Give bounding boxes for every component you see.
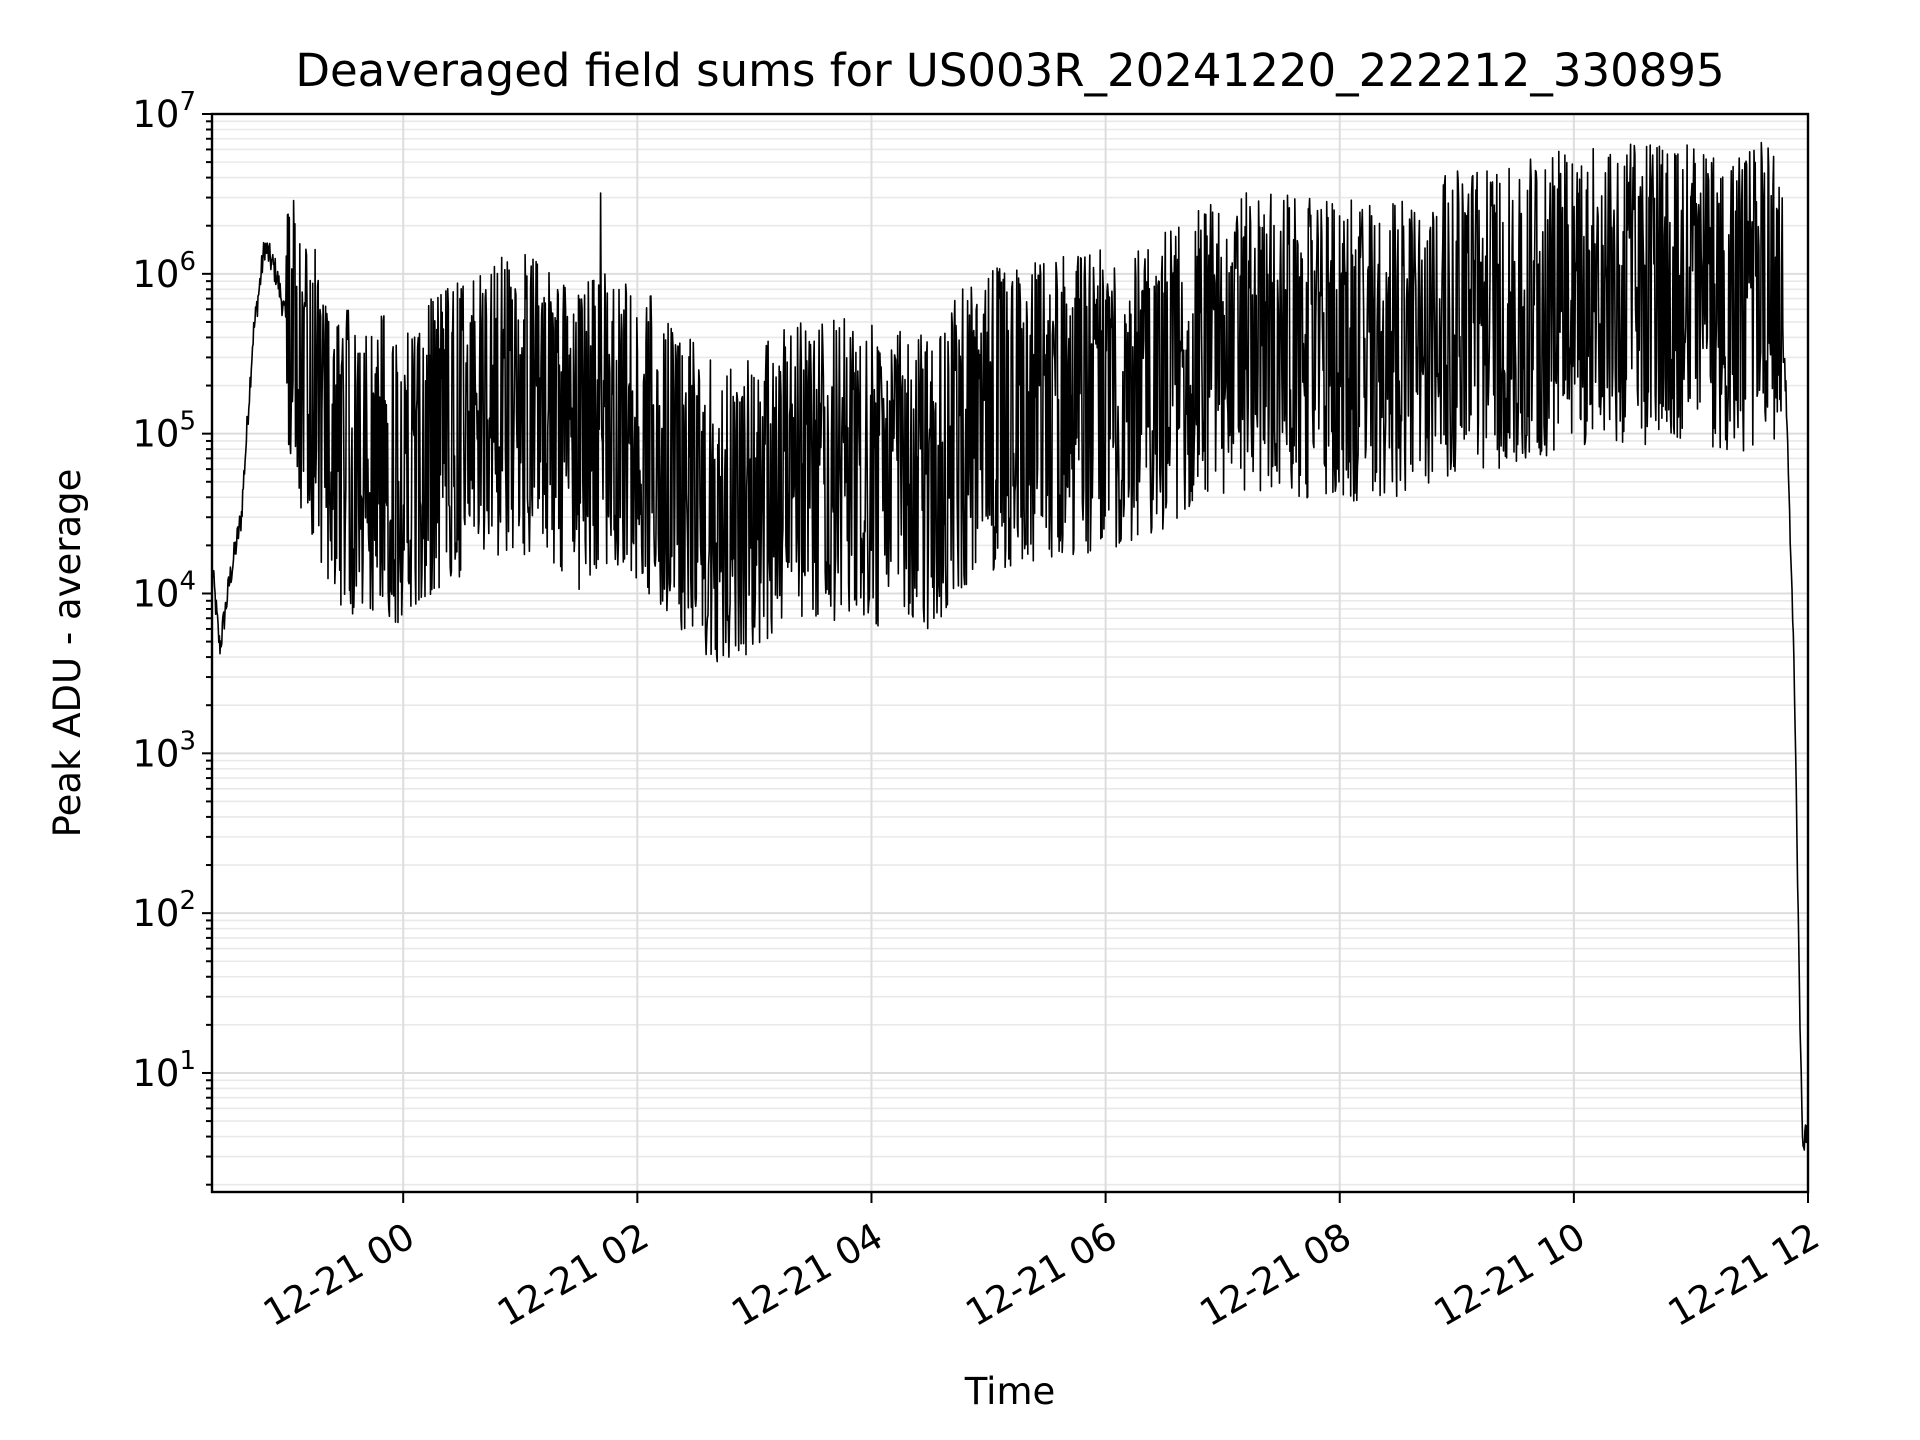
y-tick-labels: 101 102 103 104 105 106 107 xyxy=(132,87,196,1095)
y-tick-label: 103 xyxy=(132,726,196,775)
y-tick-label: 105 xyxy=(132,407,196,456)
plot-frame xyxy=(210,112,1810,1194)
y-tick-label: 102 xyxy=(132,886,196,935)
y-tick-label: 101 xyxy=(132,1046,196,1095)
axis-ticks xyxy=(202,113,1809,1203)
y-tick-label: 104 xyxy=(132,566,196,615)
chart-title: Deaveraged field sums for US003R_2024122… xyxy=(295,44,1724,97)
series-line xyxy=(211,141,1809,1151)
y-axis-label: Peak ADU - average xyxy=(46,469,89,838)
y-tick-label: 107 xyxy=(132,87,196,136)
y-tick-label: 106 xyxy=(132,247,196,296)
x-axis-label: Time xyxy=(964,1370,1056,1413)
